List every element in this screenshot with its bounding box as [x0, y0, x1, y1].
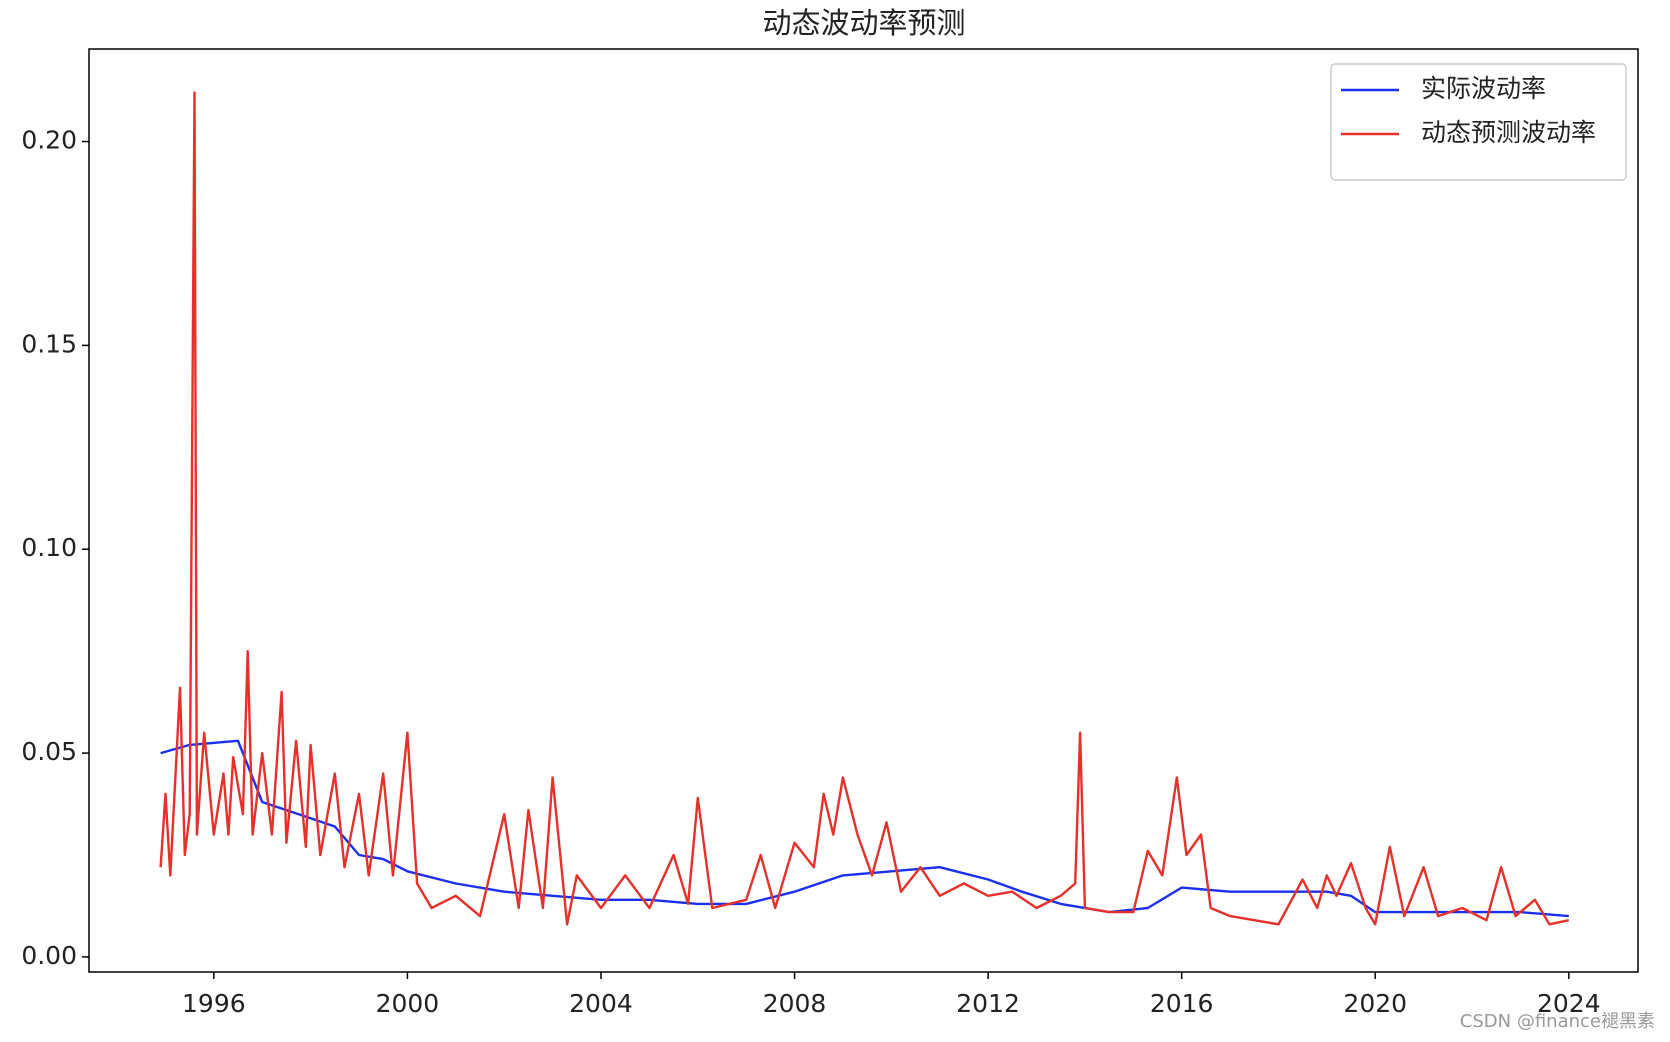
- x-tick-label: 2020: [1343, 989, 1407, 1018]
- x-tick-label: 2004: [569, 989, 633, 1018]
- x-tick-label: 2024: [1537, 989, 1601, 1018]
- legend-box: [1330, 63, 1627, 181]
- chart-title: 动态波动率预测: [762, 6, 965, 40]
- x-tick-label: 1996: [182, 989, 246, 1018]
- legend-label: 动态预测波动率: [1421, 118, 1596, 147]
- x-tick-label: 2012: [956, 989, 1020, 1018]
- x-tick-label: 2008: [763, 989, 827, 1018]
- watermark: CSDN @finance褪黑素: [1460, 1011, 1655, 1032]
- y-tick-label: 0.10: [21, 533, 77, 562]
- x-tick-label: 2000: [376, 989, 440, 1018]
- y-tick-label: 0.20: [21, 126, 77, 155]
- legend-label: 实际波动率: [1421, 74, 1546, 103]
- plot-frame: [88, 48, 1639, 973]
- data-line: [159, 91, 1570, 926]
- y-tick-label: 0.05: [21, 737, 77, 766]
- x-tick-label: 2016: [1150, 989, 1214, 1018]
- y-tick-label: 0.00: [21, 941, 77, 970]
- y-tick-label: 0.15: [21, 329, 77, 358]
